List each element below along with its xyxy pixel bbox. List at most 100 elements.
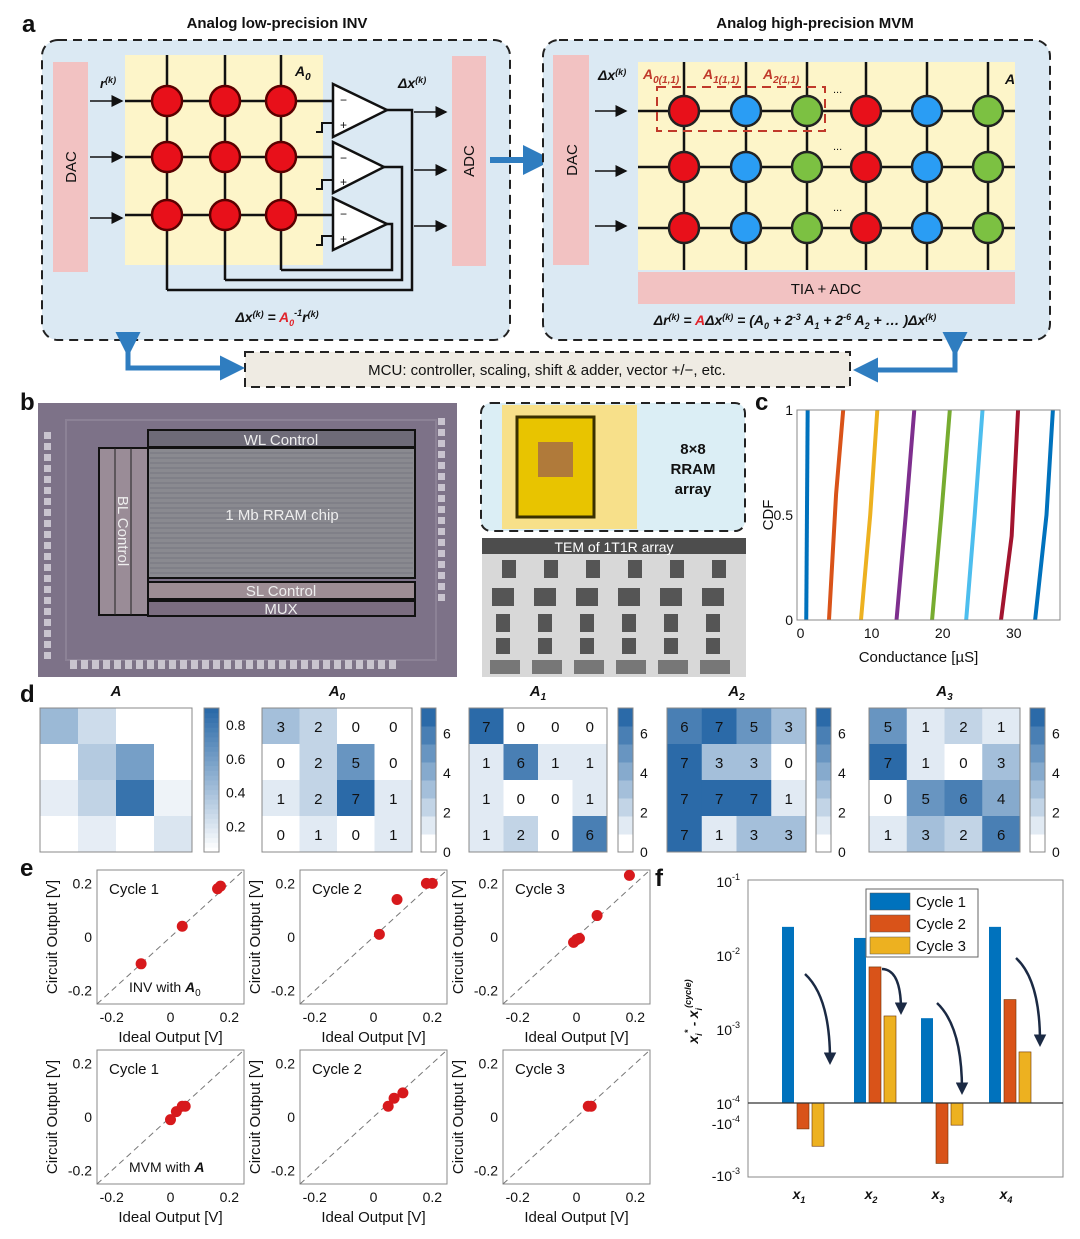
- y-tick-label: -0.2: [474, 1163, 498, 1179]
- colorbar-tick-label: 0.6: [226, 751, 246, 767]
- x-tick-label: 0: [573, 1009, 581, 1025]
- x-tick-label: 20: [935, 625, 951, 641]
- cell-value: 0: [586, 719, 594, 736]
- cell-value: 6: [680, 719, 688, 736]
- heatmap-cell: [337, 816, 375, 853]
- heatmap-cell: [667, 744, 703, 781]
- cell-value: 2: [517, 827, 525, 844]
- bl-control-box: [98, 447, 149, 616]
- heatmap-cell: [262, 708, 300, 745]
- y-tick-label: 10-1: [716, 872, 740, 890]
- legend-swatch: [869, 914, 911, 933]
- colorbar-tick-label: 2: [838, 805, 846, 821]
- cell-value: 2: [314, 719, 322, 736]
- x-tick-label: 0.2: [220, 1189, 240, 1205]
- heatmap-cell: [982, 816, 1021, 853]
- colorbar-segment: [421, 726, 436, 745]
- y-tick-label: 0.2: [73, 875, 93, 891]
- heatmap-cell: [701, 744, 737, 781]
- data-point: [585, 1100, 597, 1112]
- mux-label: MUX: [264, 601, 297, 618]
- colorbar-tick-label: 2: [1052, 805, 1060, 821]
- a0-label: A0: [294, 63, 311, 83]
- tem-structure: [576, 588, 598, 606]
- cdf-curve-3: [858, 409, 880, 621]
- colorbar-segment: [421, 834, 436, 853]
- colorbar-segment: [204, 746, 219, 752]
- x-axis-label: Ideal Output [V]: [118, 1029, 222, 1046]
- cell-value: 1: [482, 755, 490, 772]
- colorbar-segment: [1030, 780, 1045, 799]
- op-amp-signs: − + − + − +: [340, 93, 347, 246]
- heatmap-cell: [667, 816, 703, 853]
- colorbar-segment: [204, 765, 219, 771]
- colorbar-segment: [816, 726, 831, 745]
- bar-cycle-3: [883, 1015, 897, 1104]
- x-axis-label: Ideal Output [V]: [524, 1209, 628, 1226]
- bond-pad: [44, 487, 51, 494]
- ground-symbols: [316, 122, 333, 246]
- bond-pad: [438, 418, 445, 425]
- colorbar-tick-label: 0: [838, 844, 846, 860]
- colorbar-segment: [204, 741, 219, 747]
- colorbar-segment: [204, 832, 219, 839]
- colorbar-segment: [1030, 708, 1045, 727]
- colorbar-segment: [618, 762, 633, 781]
- colorbar-segment: [816, 798, 831, 817]
- heatmap-cell: [771, 816, 807, 853]
- colorbar-segment: [204, 756, 219, 762]
- svg-text:−: −: [340, 207, 347, 221]
- bond-pad: [44, 553, 51, 560]
- tem-structure: [616, 660, 646, 674]
- colorbar-tick-label: 6: [443, 726, 451, 742]
- array-label-line3: array: [675, 481, 712, 498]
- mcu-block: MCU: controller, scaling, shift & adder,…: [115, 332, 968, 388]
- cell-value: 2: [314, 755, 322, 772]
- y-tick-label: -0.2: [271, 1163, 295, 1179]
- sl-control-box: [147, 581, 416, 600]
- bond-pad: [438, 473, 445, 480]
- cell-value: 0: [277, 827, 285, 844]
- cell-value: 2: [314, 791, 322, 808]
- tem-structure: [532, 660, 562, 674]
- x-tick-label: -0.2: [303, 1009, 327, 1025]
- y-tick-label: 0.2: [73, 1055, 93, 1071]
- bond-pad: [114, 660, 121, 669]
- bond-pad: [44, 520, 51, 527]
- colorbar-segment: [421, 762, 436, 781]
- heatmap-cell: [337, 744, 375, 781]
- mvm-dx-label: Δx(k): [597, 67, 626, 83]
- heatmap-cell: [736, 708, 772, 745]
- heatmap-cell: [572, 816, 608, 853]
- cell-value: 0: [959, 755, 967, 772]
- inv-dac-label: DAC: [63, 151, 80, 183]
- rram-cell: [667, 94, 701, 128]
- heatmap-cell: [572, 744, 608, 781]
- bar-cycle-1: [989, 926, 1001, 1103]
- heatmap-cell: [78, 744, 117, 781]
- colorbar-tick-label: 4: [838, 765, 846, 781]
- y-axis-label: xi* - xi(cycle): [683, 979, 704, 1044]
- y-tick-label: 0: [490, 1109, 498, 1125]
- bond-pad: [438, 528, 445, 535]
- cell-value: 0: [784, 755, 792, 772]
- tem-structure: [670, 560, 684, 578]
- colorbar-segment: [204, 804, 219, 810]
- bond-pad: [81, 660, 88, 669]
- data-point: [591, 910, 603, 922]
- tem-structure: [622, 638, 636, 654]
- x-tick-label: 0: [573, 1189, 581, 1205]
- cell-value: 6: [586, 827, 594, 844]
- colorbar-segment: [204, 775, 219, 781]
- x-tick-label: 0.2: [626, 1189, 646, 1205]
- bar-cycle-2: [868, 966, 882, 1104]
- mvm-title: Analog high-precision MVM: [716, 15, 914, 32]
- tem-structure: [664, 638, 678, 654]
- colorbar-segment: [204, 808, 219, 815]
- bond-pad: [438, 440, 445, 447]
- bl-control-label: BL Control: [114, 496, 131, 566]
- cell-value: 5: [884, 719, 892, 736]
- y-tick-label: 0.2: [276, 875, 296, 891]
- data-point: [373, 928, 385, 940]
- tem-structure: [492, 588, 514, 606]
